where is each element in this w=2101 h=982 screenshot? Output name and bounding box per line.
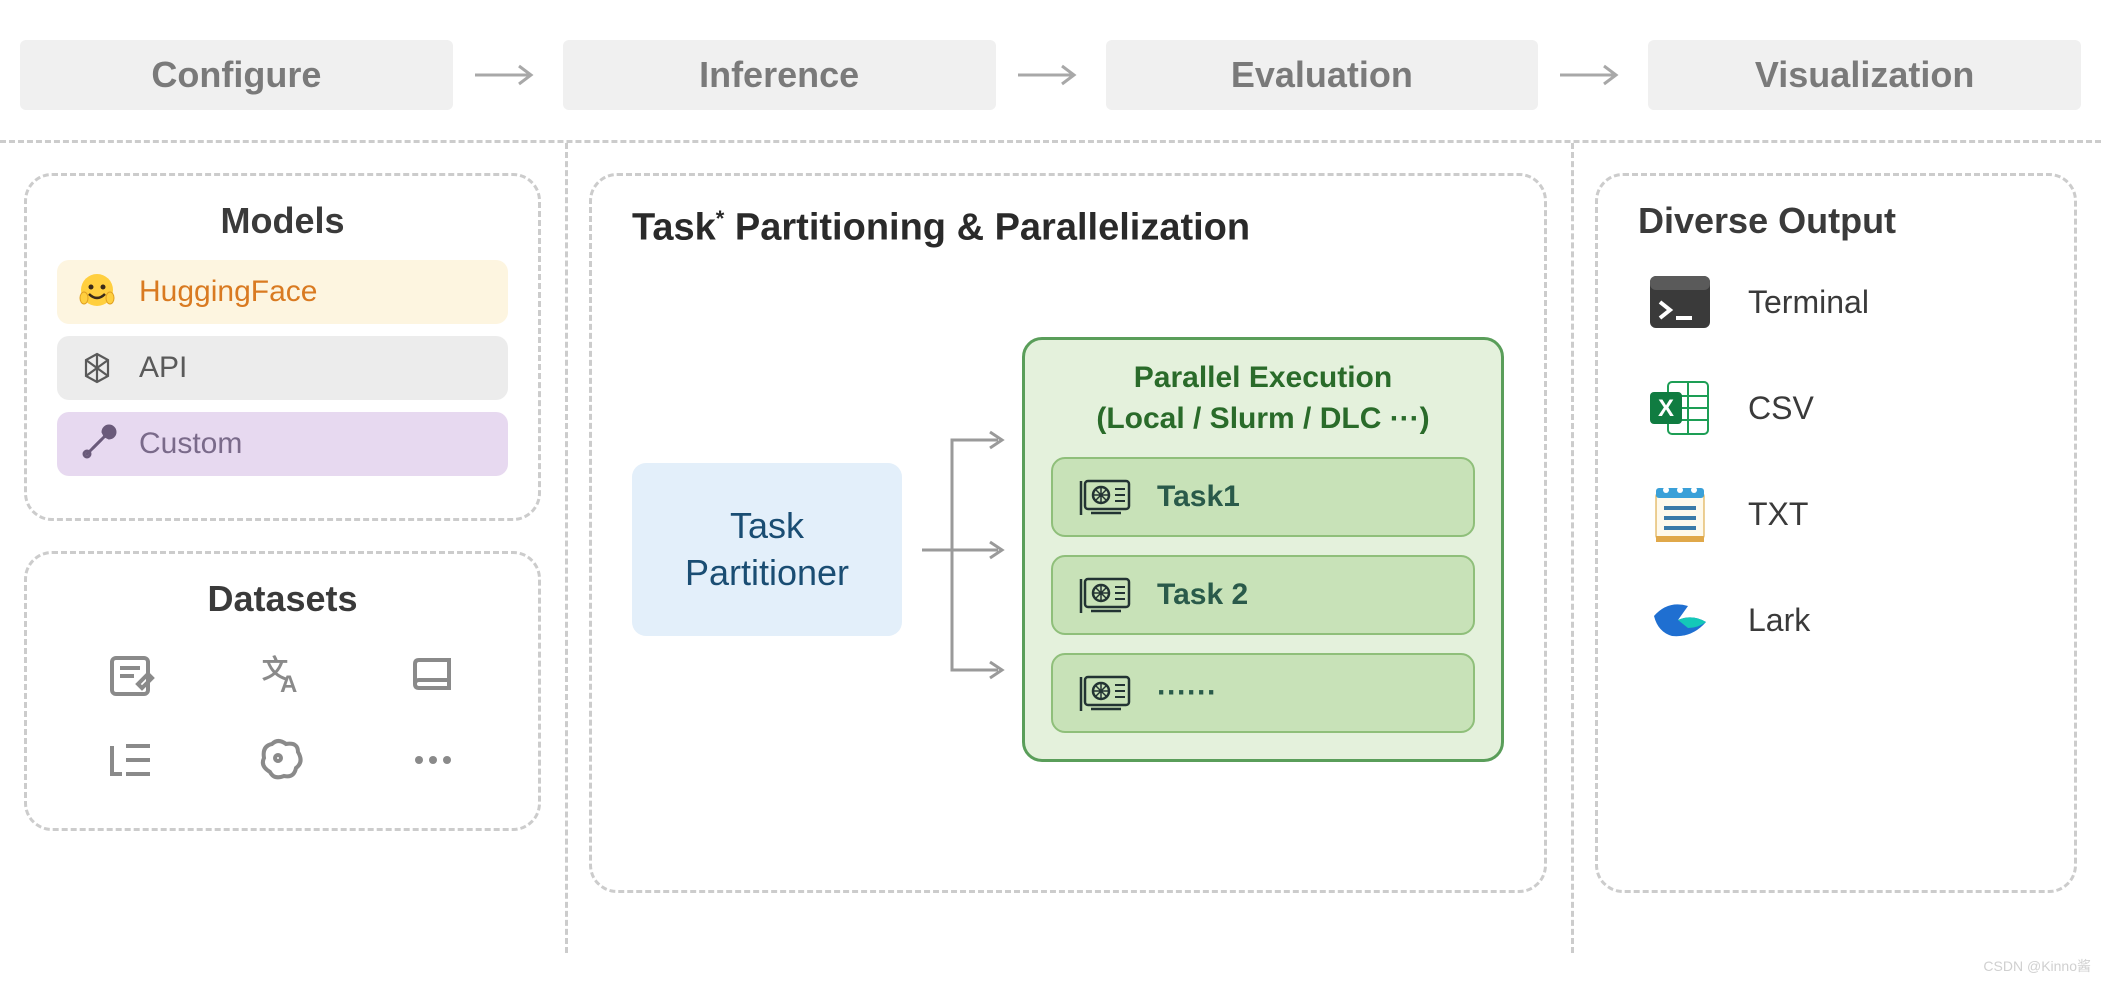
exec-title: Parallel Execution (Local / Slurm / DLC … <box>1051 358 1475 439</box>
models-panel: Models HuggingFace API Custom <box>24 173 541 521</box>
watermark: CSDN @Kinno酱 <box>1983 956 2091 976</box>
branching-arrows <box>922 340 1002 760</box>
terminal-icon <box>1648 270 1712 334</box>
model-api: API <box>57 336 508 400</box>
datasets-title: Datasets <box>57 578 508 620</box>
openai-icon <box>75 346 119 390</box>
pipeline-stages: Configure Inference Evaluation Visualiza… <box>0 0 2101 140</box>
output-txt: TXT <box>1648 482 2024 546</box>
doc-edit-icon <box>104 648 160 704</box>
output-label: Lark <box>1748 602 1810 639</box>
lark-icon <box>1648 588 1712 652</box>
arrow-icon <box>473 63 543 87</box>
columns-container: Models HuggingFace API Custom <box>0 143 2101 953</box>
task-label: ······ <box>1157 676 1217 710</box>
stage-visualization: Visualization <box>1648 40 2081 110</box>
task-partitioner-box: Task Partitioner <box>632 463 902 637</box>
svg-text:X: X <box>1658 395 1674 422</box>
output-panel: Diverse Output Terminal X CSV <box>1595 173 2077 893</box>
gpu-icon <box>1077 573 1133 617</box>
wrench-icon <box>75 422 119 466</box>
output-csv: X CSV <box>1648 376 2024 440</box>
list-indent-icon <box>104 732 160 788</box>
arrow-icon <box>1558 63 1628 87</box>
task-label: Task1 <box>1157 480 1240 514</box>
output-lark: Lark <box>1648 588 2024 652</box>
translate-icon: 文A <box>254 648 310 704</box>
arrow-icon <box>1016 63 1086 87</box>
output-label: TXT <box>1748 496 1808 533</box>
visualization-column: Diverse Output Terminal X CSV <box>1571 143 2101 953</box>
model-huggingface: HuggingFace <box>57 260 508 324</box>
parallel-execution-box: Parallel Execution (Local / Slurm / DLC … <box>1022 337 1504 762</box>
svg-text:A: A <box>280 671 297 698</box>
excel-icon: X <box>1648 376 1712 440</box>
output-terminal: Terminal <box>1648 270 2024 334</box>
stage-configure: Configure <box>20 40 453 110</box>
task-item: Task 2 <box>1051 555 1475 635</box>
output-label: Terminal <box>1748 284 1869 321</box>
brain-icon <box>254 732 310 788</box>
output-label: CSV <box>1748 390 1814 427</box>
model-custom: Custom <box>57 412 508 476</box>
model-label: Custom <box>139 427 242 461</box>
task-item: Task1 <box>1051 457 1475 537</box>
partitioning-title: Task* Partitioning & Parallelization <box>632 206 1504 250</box>
models-title: Models <box>57 200 508 242</box>
configure-column: Models HuggingFace API Custom <box>0 143 565 953</box>
model-label: HuggingFace <box>139 275 317 309</box>
stage-evaluation: Evaluation <box>1106 40 1539 110</box>
huggingface-icon <box>75 270 119 314</box>
output-title: Diverse Output <box>1628 200 2044 242</box>
gpu-icon <box>1077 671 1133 715</box>
task-label: Task 2 <box>1157 578 1248 612</box>
gpu-icon <box>1077 475 1133 519</box>
middle-column: Task* Partitioning & Parallelization Tas… <box>565 143 1571 953</box>
datasets-panel: Datasets 文A <box>24 551 541 831</box>
task-item: ······ <box>1051 653 1475 733</box>
book-icon <box>405 648 461 704</box>
notepad-icon <box>1648 482 1712 546</box>
stage-inference: Inference <box>563 40 996 110</box>
dots-icon <box>405 732 461 788</box>
model-label: API <box>139 351 187 385</box>
partitioning-panel: Task* Partitioning & Parallelization Tas… <box>589 173 1547 893</box>
